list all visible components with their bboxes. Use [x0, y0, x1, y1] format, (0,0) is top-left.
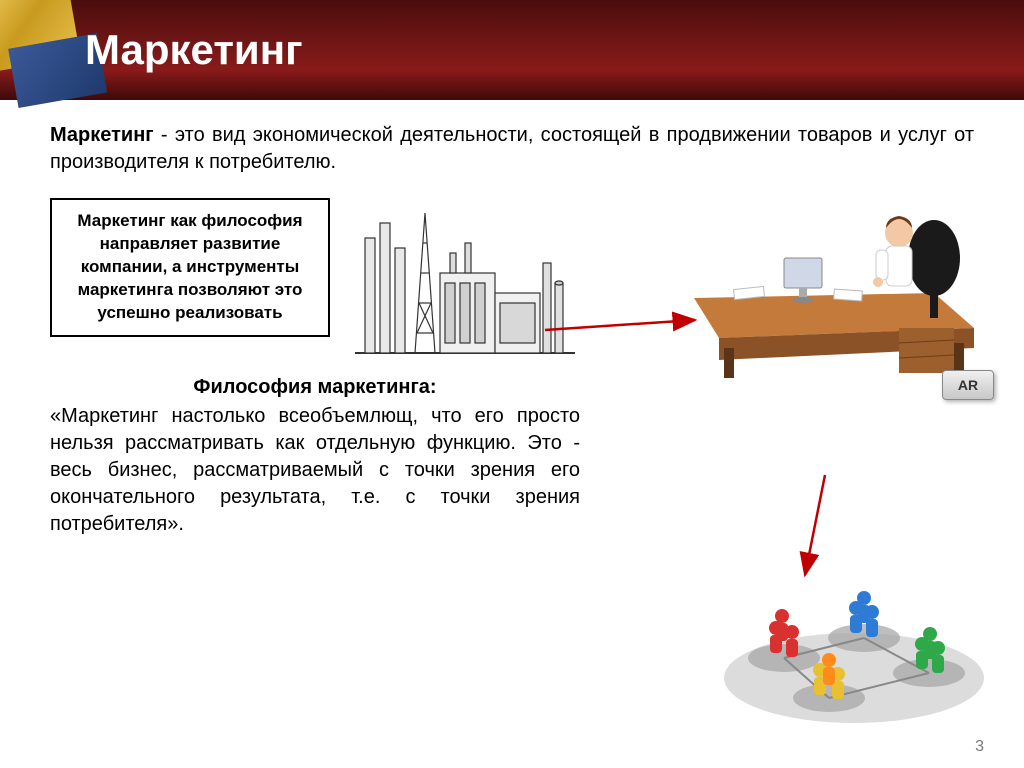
slide-header: Маркетинг: [0, 0, 1024, 100]
philosophy-section: Философия маркетинга: «Маркетинг настоль…: [50, 376, 580, 538]
page-number: 3: [975, 738, 984, 756]
arrow-factory-to-desk: [540, 300, 710, 360]
people-network-illustration: [714, 508, 994, 728]
philosophy-callout-box: Маркетинг как философия направляет разви…: [50, 198, 330, 337]
philosophy-quote: «Маркетинг настолько всеобъемлющ, что ег…: [50, 403, 580, 538]
arrow-desk-to-people: [790, 470, 850, 590]
slide-title: Маркетинг: [85, 26, 303, 74]
philosophy-heading: Философия маркетинга:: [50, 376, 580, 399]
office-desk-illustration: [674, 188, 984, 388]
definition-text: - это вид экономической деятельности, со…: [50, 124, 974, 173]
slide-content: Маркетинг - это вид экономической деятел…: [0, 100, 1024, 538]
definition-paragraph: Маркетинг - это вид экономической деятел…: [50, 122, 974, 176]
ar-badge: AR: [942, 370, 994, 400]
middle-row: Маркетинг как философия направляет разви…: [50, 198, 974, 358]
